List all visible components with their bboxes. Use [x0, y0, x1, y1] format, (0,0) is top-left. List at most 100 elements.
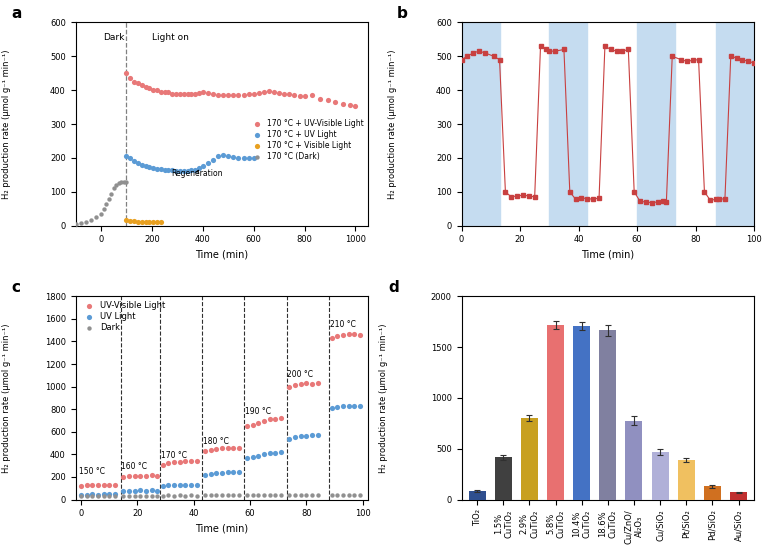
Text: b: b [397, 6, 408, 21]
Point [102, 194, 115, 203]
Text: 160 °C: 160 °C [122, 462, 148, 471]
Point [329, 98, 341, 106]
Point [275, 491, 287, 500]
Point [117, 491, 129, 500]
Point [162, 481, 175, 490]
Point [123, 472, 135, 481]
Text: Dark: Dark [103, 33, 125, 41]
Text: Regeneration: Regeneration [171, 169, 222, 177]
Point [227, 153, 239, 161]
Point [275, 448, 287, 457]
Point [92, 491, 105, 500]
Point [248, 154, 260, 163]
Y-axis label: H₂ production rate (μmol g⁻¹ min⁻¹): H₂ production rate (μmol g⁻¹ min⁻¹) [388, 49, 397, 199]
Point [197, 162, 209, 171]
Point [221, 443, 234, 452]
Point [120, 177, 132, 186]
Point [348, 329, 361, 338]
Point [139, 82, 151, 91]
Point [258, 416, 270, 425]
Point [75, 490, 88, 499]
Point [147, 164, 159, 172]
Point [273, 88, 285, 97]
Point [232, 443, 245, 452]
Bar [573, 326, 590, 500]
Point [289, 381, 301, 390]
Point [145, 471, 158, 480]
Point [185, 90, 198, 99]
Point [155, 165, 167, 174]
Point [311, 379, 324, 388]
Point [100, 199, 112, 208]
Point [174, 89, 186, 98]
Legend: UV-Visible Light, UV Light, Dark: UV-Visible Light, UV Light, Dark [80, 300, 166, 333]
Point [131, 217, 144, 226]
Point [337, 99, 349, 108]
Point [221, 491, 234, 500]
Point [227, 491, 239, 500]
Point [75, 492, 88, 501]
Point [145, 486, 158, 495]
Point [110, 181, 122, 190]
Point [263, 87, 275, 95]
Point [81, 491, 93, 500]
Point [306, 431, 318, 440]
Point [238, 154, 250, 163]
Point [162, 459, 175, 468]
Point [252, 451, 265, 460]
Y-axis label: H₂ production rate (μmol g⁻¹ min⁻¹): H₂ production rate (μmol g⁻¹ min⁻¹) [2, 323, 12, 473]
Point [253, 88, 265, 97]
X-axis label: Time (min): Time (min) [581, 250, 634, 260]
Point [221, 468, 234, 477]
Point [232, 91, 245, 100]
Point [337, 402, 349, 411]
Point [283, 90, 295, 99]
Point [191, 457, 203, 466]
Point [325, 490, 338, 499]
X-axis label: Time (min): Time (min) [195, 250, 248, 260]
Bar [468, 491, 486, 500]
Text: d: d [388, 280, 399, 295]
Point [295, 380, 307, 389]
Point [354, 402, 366, 411]
Point [147, 218, 159, 226]
Point [143, 163, 155, 172]
Point [269, 491, 281, 500]
Point [311, 490, 324, 499]
Point [300, 431, 312, 440]
Point [131, 79, 144, 88]
Point [151, 86, 163, 95]
Point [134, 486, 146, 495]
Point [248, 89, 260, 98]
Point [151, 218, 163, 226]
Point [232, 491, 245, 500]
Point [264, 491, 276, 500]
Point [348, 402, 361, 410]
Bar [730, 493, 747, 500]
Point [222, 151, 235, 160]
Point [174, 457, 186, 466]
Point [191, 491, 203, 500]
Point [232, 468, 245, 477]
Point [205, 469, 217, 478]
Point [205, 445, 217, 454]
Point [92, 490, 105, 499]
Point [199, 471, 211, 479]
Point [210, 469, 222, 478]
Point [124, 74, 136, 83]
Point [227, 468, 239, 477]
Point [92, 480, 105, 489]
Point [157, 482, 169, 490]
Point [85, 215, 97, 224]
Bar [461, 23, 500, 226]
Text: 170 °C: 170 °C [161, 451, 187, 460]
Point [314, 94, 326, 103]
Point [289, 433, 301, 442]
Point [331, 331, 344, 340]
Point [345, 101, 357, 110]
Point [252, 491, 265, 500]
Point [108, 490, 121, 499]
Point [258, 491, 270, 500]
Point [252, 418, 265, 427]
Point [289, 490, 301, 499]
